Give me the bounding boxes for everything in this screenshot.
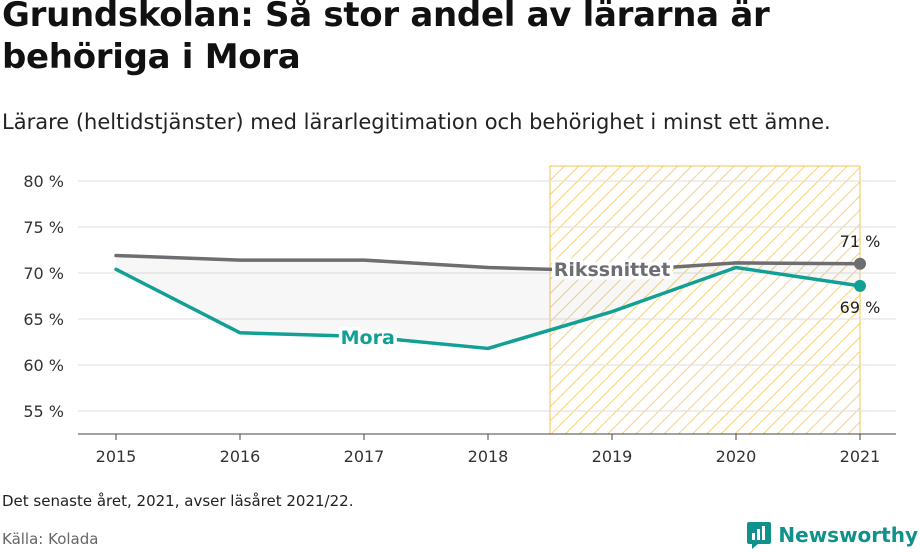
brand-logo: Newsworthy [746, 518, 918, 552]
series-line-rikssnittet [114, 253, 862, 273]
y-tick-label: 55 % [23, 402, 64, 421]
series-line-mora [114, 265, 862, 351]
y-tick-label: 75 % [23, 218, 64, 237]
difference-band [116, 255, 860, 349]
end-marker-rikssnittet [854, 257, 866, 270]
series-label-mora: Mora [341, 327, 395, 349]
source-note: Källa: Kolada [2, 530, 99, 548]
series-label-rikssnittet: Rikssnittet [554, 259, 671, 281]
y-tick-label: 65 % [23, 310, 64, 329]
end-marker-mora [854, 279, 866, 292]
x-tick-label: 2019 [592, 447, 633, 466]
chart-subtitle: Lärare (heltidstjänster) med lärarlegiti… [2, 110, 831, 134]
x-tick-label: 2021 [840, 447, 881, 466]
x-tick-label: 2015 [96, 447, 137, 466]
newsworthy-logo-icon [747, 522, 772, 549]
y-tick-label: 60 % [23, 356, 64, 375]
y-tick-label: 80 % [23, 172, 64, 191]
y-tick-label: 70 % [23, 264, 64, 283]
x-tick-label: 2020 [716, 447, 757, 466]
highlight-region [550, 166, 860, 434]
x-tick-label: 2017 [344, 447, 385, 466]
chart-title: Grundskolan: Så stor andel av lärarna är… [2, 0, 770, 77]
end-label-mora: 69 % [840, 298, 881, 317]
footnote: Det senaste året, 2021, avser läsåret 20… [2, 492, 354, 510]
line-chart: 55 % 60 % 65 % 70 % 75 % 80 % 2015 2016 2017 2018… [23, 165, 896, 466]
end-label-rikssnittet: 71 % [840, 232, 881, 251]
brand-name: Newsworthy [778, 523, 918, 547]
x-tick-label: 2016 [220, 447, 261, 466]
x-tick-label: 2018 [468, 447, 509, 466]
